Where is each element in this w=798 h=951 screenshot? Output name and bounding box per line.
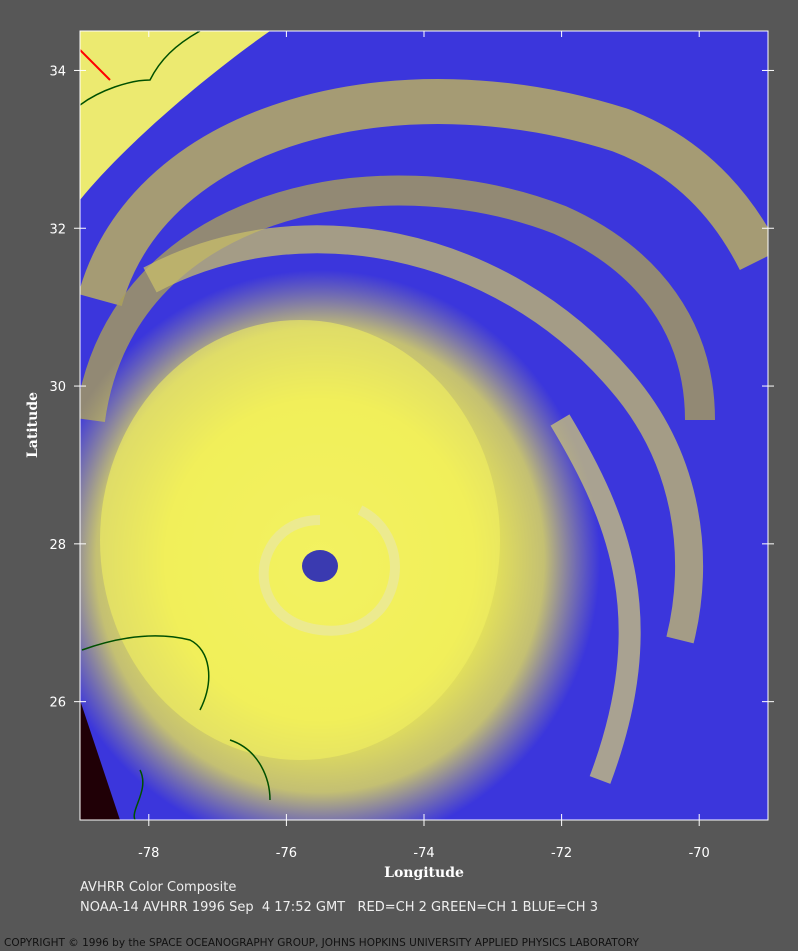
copyright: COPYRIGHT © 1996 by the SPACE OCEANOGRAP… bbox=[4, 937, 639, 949]
caption-line: NOAA-14 AVHRR 1996 Sep 4 17:52 GMT RED=C… bbox=[80, 900, 598, 915]
satellite-image bbox=[80, 31, 768, 820]
x-tick-label: -78 bbox=[138, 846, 159, 861]
y-axis-label: Latitude bbox=[25, 392, 41, 458]
y-tick-label: 26 bbox=[49, 696, 66, 711]
axes: Longitude Latitude bbox=[25, 392, 464, 881]
y-tick-label: 30 bbox=[49, 380, 66, 395]
y-tick-label: 32 bbox=[49, 222, 66, 237]
x-tick-label: -74 bbox=[413, 846, 434, 861]
x-axis-label: Longitude bbox=[384, 865, 464, 881]
x-tick-label: -72 bbox=[551, 846, 572, 861]
y-tick-label: 34 bbox=[49, 64, 66, 79]
y-tick-label: 28 bbox=[49, 538, 66, 553]
caption-line: AVHRR Color Composite bbox=[80, 880, 236, 895]
x-tick-label: -76 bbox=[276, 846, 297, 861]
x-tick-label: -70 bbox=[689, 846, 710, 861]
